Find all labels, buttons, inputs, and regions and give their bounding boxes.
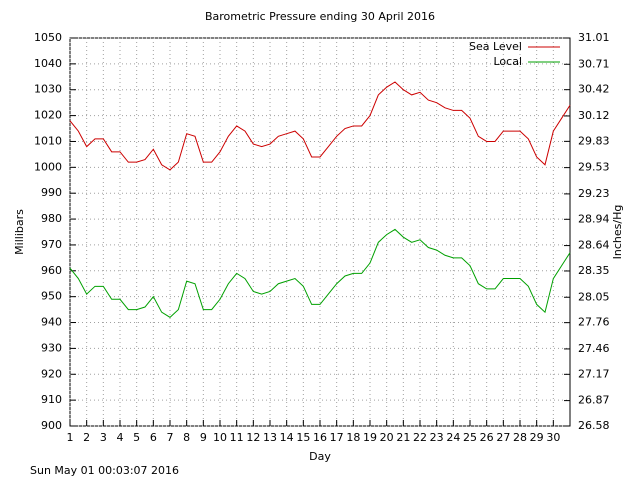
- y2-tick-label: 26.87: [578, 394, 610, 407]
- y-tick-label: 950: [41, 290, 62, 303]
- y2-axis-label: Inches/Hg: [611, 205, 624, 260]
- y2-tick-label: 27.46: [578, 342, 610, 355]
- x-tick-label: 26: [480, 431, 494, 444]
- x-tick-label: 16: [313, 431, 327, 444]
- x-tick-label: 13: [263, 431, 277, 444]
- x-tick-label: 24: [446, 431, 460, 444]
- x-tick-label: 2: [83, 431, 90, 444]
- y-tick-label: 1020: [34, 109, 62, 122]
- y-tick-label: 970: [41, 238, 62, 251]
- x-tick-label: 14: [280, 431, 294, 444]
- x-tick-label: 27: [496, 431, 510, 444]
- x-tick-label: 29: [530, 431, 544, 444]
- y-tick-label: 940: [41, 316, 62, 329]
- x-tick-label: 8: [183, 431, 190, 444]
- legend-label: Sea Level: [469, 40, 522, 53]
- y2-tick-label: 28.05: [578, 290, 610, 303]
- y-tick-label: 1010: [34, 134, 62, 147]
- y-axis-label: Millibars: [13, 209, 26, 255]
- y-tick-label: 1040: [34, 57, 62, 70]
- x-tick-label: 25: [463, 431, 477, 444]
- y-tick-label: 1030: [34, 83, 62, 96]
- x-tick-label: 4: [117, 431, 124, 444]
- x-tick-label: 12: [246, 431, 260, 444]
- y2-tick-label: 30.42: [578, 83, 610, 96]
- y-tick-label: 930: [41, 341, 62, 354]
- series-line: [69, 228, 571, 318]
- y2-tick-label: 27.76: [578, 316, 610, 329]
- x-tick-label: 28: [513, 431, 527, 444]
- x-tick-label: 23: [430, 431, 444, 444]
- y-tick-label: 1050: [34, 31, 62, 44]
- x-tick-label: 20: [380, 431, 394, 444]
- y-tick-label: 980: [41, 212, 62, 225]
- x-tick-label: 9: [200, 431, 207, 444]
- y2-tick-label: 26.58: [578, 419, 610, 432]
- y2-tick-label: 28.94: [578, 212, 610, 225]
- x-tick-label: 11: [230, 431, 244, 444]
- x-tick-label: 19: [363, 431, 377, 444]
- y-tick-label: 1000: [34, 160, 62, 173]
- y2-tick-label: 31.01: [578, 31, 610, 44]
- x-tick-label: 1: [67, 431, 74, 444]
- footer: Sun May 01 00:03:07 2016: [30, 464, 179, 477]
- y2-tick-label: 30.12: [578, 109, 610, 122]
- x-tick-label: 21: [396, 431, 410, 444]
- x-axis-label: Day: [309, 450, 331, 463]
- x-tick-label: 7: [167, 431, 174, 444]
- series-line: [69, 81, 571, 171]
- y-tick-label: 960: [41, 264, 62, 277]
- y2-tick-label: 29.83: [578, 134, 610, 147]
- y-tick-label: 900: [41, 419, 62, 432]
- y2-tick-label: 29.53: [578, 161, 610, 174]
- x-tick-label: 6: [150, 431, 157, 444]
- x-tick-label: 3: [100, 431, 107, 444]
- y-tick-label: 920: [41, 367, 62, 380]
- x-tick-label: 15: [296, 431, 310, 444]
- y-tick-label: 910: [41, 393, 62, 406]
- y2-tick-label: 28.35: [578, 264, 610, 277]
- chart-title: Barometric Pressure ending 30 April 2016: [205, 10, 435, 23]
- x-tick-label: 30: [546, 431, 560, 444]
- y2-tick-label: 28.64: [578, 239, 610, 252]
- plot-frame: [69, 37, 571, 427]
- x-tick-label: 18: [346, 431, 360, 444]
- y2-tick-label: 30.71: [578, 57, 610, 70]
- x-tick-label: 5: [133, 431, 140, 444]
- x-tick-label: 17: [330, 431, 344, 444]
- x-tick-label: 22: [413, 431, 427, 444]
- x-tick-label: 10: [213, 431, 227, 444]
- y2-tick-label: 27.17: [578, 367, 610, 380]
- legend-label: Local: [493, 55, 522, 68]
- y-tick-label: 990: [41, 186, 62, 199]
- y2-tick-label: 29.23: [578, 187, 610, 200]
